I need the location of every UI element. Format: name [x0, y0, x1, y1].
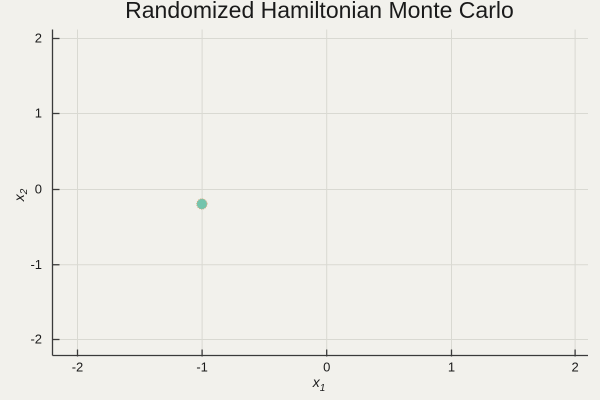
svg-text:2: 2	[35, 31, 42, 46]
svg-text:-2: -2	[72, 359, 84, 374]
svg-text:2: 2	[571, 359, 578, 374]
svg-text:0: 0	[35, 182, 42, 197]
svg-text:-2: -2	[30, 332, 42, 347]
svg-text:-1: -1	[30, 257, 42, 272]
svg-text:1: 1	[35, 106, 42, 121]
svg-text:0: 0	[323, 359, 330, 374]
svg-text:1: 1	[448, 359, 455, 374]
svg-text:-1: -1	[196, 359, 208, 374]
svg-text:Randomized Hamiltonian Monte C: Randomized Hamiltonian Monte Carlo	[125, 0, 514, 23]
